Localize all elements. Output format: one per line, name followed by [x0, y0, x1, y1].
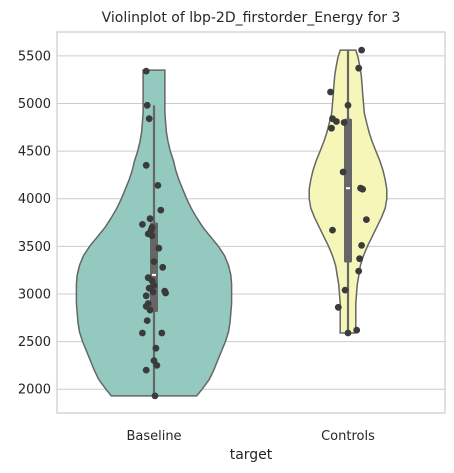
data-point	[154, 182, 162, 189]
data-point	[151, 392, 159, 400]
data-point	[139, 221, 146, 228]
y-tick-labels: 2000 2500 3000 3500 4000 4500 5000 5500	[18, 49, 51, 397]
data-point	[139, 329, 146, 337]
data-point	[142, 292, 150, 300]
y-tick-label: 2500	[18, 335, 51, 350]
data-point	[146, 306, 154, 314]
data-point	[144, 230, 152, 238]
x-tick-labels: Baseline Controls	[126, 429, 375, 444]
median-marker	[152, 273, 156, 276]
data-point	[328, 124, 335, 132]
iqr-box	[344, 118, 352, 263]
y-tick-label: 4500	[18, 145, 51, 160]
data-point	[334, 303, 342, 311]
data-point	[142, 67, 150, 75]
data-point	[149, 288, 157, 296]
data-point	[355, 267, 363, 275]
x-tick-label: Baseline	[126, 429, 181, 444]
data-point	[341, 286, 349, 294]
data-point	[143, 317, 151, 324]
chart-title: Violinplot of lbp-2D_firstorder_Energy f…	[102, 10, 401, 26]
data-point	[344, 101, 352, 109]
data-point	[358, 242, 365, 249]
data-point	[153, 362, 161, 369]
data-point	[159, 263, 167, 271]
data-point	[329, 226, 336, 234]
data-point	[158, 329, 166, 337]
y-tick-label: 3000	[18, 287, 51, 302]
strip-points	[139, 46, 370, 400]
data-point	[363, 216, 370, 224]
data-point	[340, 119, 348, 126]
data-point	[142, 366, 150, 374]
data-point	[157, 206, 165, 214]
y-tick-label: 5500	[18, 49, 51, 64]
data-point	[150, 258, 158, 265]
data-point	[143, 101, 151, 109]
data-point	[333, 118, 340, 125]
data-point	[327, 88, 334, 96]
data-point	[356, 255, 363, 263]
data-point	[142, 161, 150, 169]
data-point	[152, 344, 160, 352]
plot-frame	[56, 31, 446, 414]
y-tick-label: 3500	[18, 240, 51, 255]
y-tick-label: 2000	[18, 383, 51, 398]
data-point	[358, 46, 365, 54]
data-point	[161, 287, 169, 295]
x-axis-title: target	[230, 447, 273, 463]
data-point	[146, 215, 154, 223]
data-point	[344, 329, 352, 337]
violins	[75, 49, 388, 397]
y-tick-label: 5000	[18, 97, 51, 112]
data-point	[355, 64, 363, 72]
data-point	[339, 168, 347, 176]
data-point	[155, 244, 163, 252]
median-marker	[346, 187, 350, 190]
data-point	[359, 185, 366, 193]
data-point	[145, 115, 153, 123]
y-tick-label: 4000	[18, 192, 51, 207]
x-tick-label: Controls	[321, 429, 375, 444]
data-point	[353, 326, 361, 334]
